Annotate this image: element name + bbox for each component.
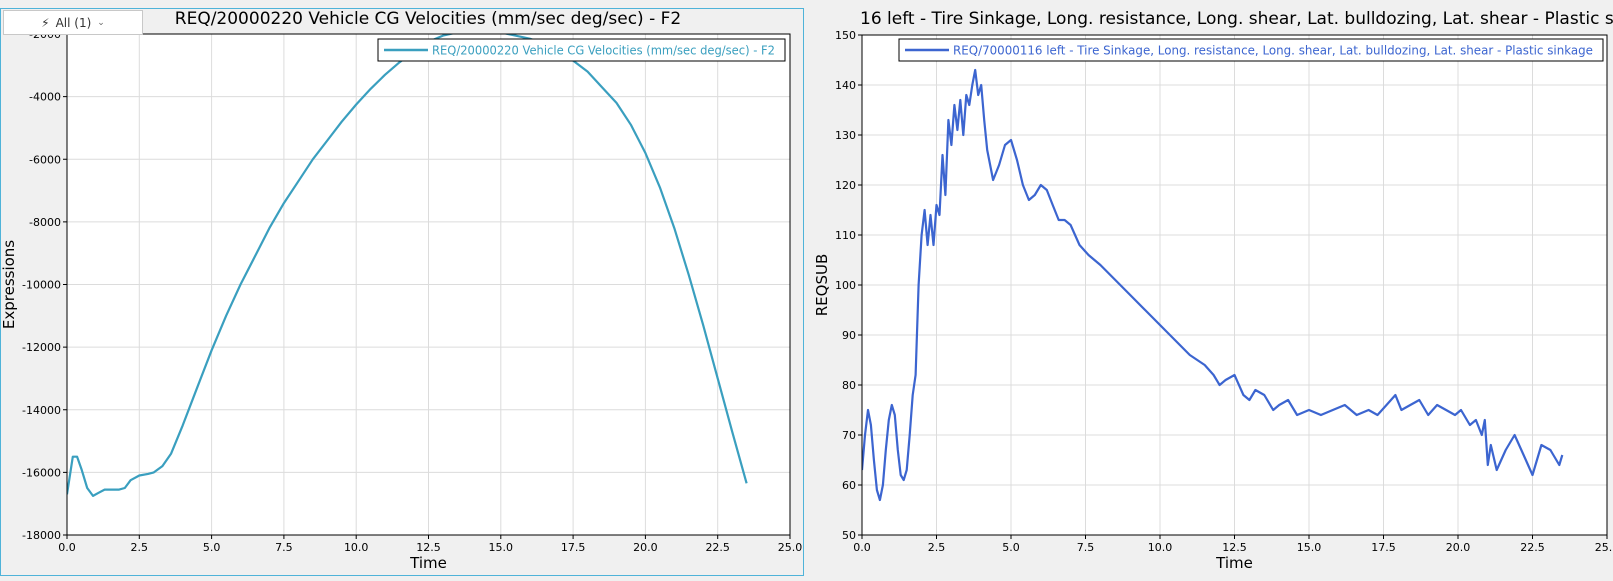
- y-tick-label: -18000: [22, 529, 61, 542]
- x-tick-label: 2.5: [928, 541, 946, 554]
- x-tick-label: 22.5: [1520, 541, 1545, 554]
- lightning-icon: ⚡: [41, 15, 50, 30]
- x-tick-label: 22.5: [705, 541, 730, 554]
- y-tick-label: 100: [835, 279, 856, 292]
- x-tick-label: 25.0: [1595, 541, 1613, 554]
- x-tick-label: 20.0: [633, 541, 658, 554]
- y-tick-label: 140: [835, 79, 856, 92]
- y-tick-label: -14000: [22, 404, 61, 417]
- x-tick-label: 12.5: [416, 541, 441, 554]
- chart-tire-sinkage: 0.0 2.5 5.0 7.5 10.0 12.5 15.0 17.5 20.0 22.5 25.0…: [813, 9, 1613, 572]
- y-tick-label: -6000: [29, 153, 61, 166]
- x-tick-label: 15.0: [1297, 541, 1322, 554]
- legend-label: REQ/20000220 Vehicle CG Velocities (mm/s…: [432, 44, 775, 58]
- y-tick-label: -16000: [22, 466, 61, 479]
- x-tick-label: 10.0: [1148, 541, 1173, 554]
- y-tick-label: 80: [842, 379, 856, 392]
- x-tick-label: 7.5: [1077, 541, 1095, 554]
- filter-label: All (1): [55, 15, 92, 30]
- right-chart-panel: 0.0 2.5 5.0 7.5 10.0 12.5 15.0 17.5 20.0 22.5 25.0…: [808, 0, 1613, 581]
- chevron-down-icon: ⌄: [97, 17, 105, 28]
- y-tick-label: -8000: [29, 216, 61, 229]
- chart-vehicle-cg-velocities: 0.0 2.5 5.0 7.5 10.0 12.5 15.0 17.5 20.0 22.5 25.0…: [0, 9, 803, 572]
- legend-box: [898, 38, 1604, 62]
- x-tick-label: 12.5: [1222, 541, 1247, 554]
- y-axis-label: Expressions: [0, 240, 18, 329]
- y-tick-label: 60: [842, 479, 856, 492]
- series-line: [862, 68, 1564, 502]
- x-tick-label: 5.0: [203, 541, 221, 554]
- x-axis-label: Time: [409, 554, 447, 572]
- x-tick-label: 25.0: [778, 541, 803, 554]
- y-tick-label: -4000: [29, 91, 61, 104]
- x-axis-label: Time: [1215, 554, 1253, 572]
- x-tick-label: 0.0: [58, 541, 76, 554]
- x-tick-label: 20.0: [1446, 541, 1471, 554]
- y-tick-label: 110: [835, 229, 856, 242]
- x-tick-label: 0.0: [853, 541, 871, 554]
- y-tick-label: -10000: [22, 279, 61, 292]
- plot-border: [66, 33, 791, 536]
- y-tick-label: 70: [842, 429, 856, 442]
- y-tick-label: 50: [842, 529, 856, 542]
- series-line: [67, 34, 748, 497]
- chart-title: REQ/20000220 Vehicle CG Velocities (mm/s…: [175, 9, 681, 29]
- plot-border: [861, 34, 1608, 536]
- y-tick-label: 120: [835, 179, 856, 192]
- x-tick-label: 17.5: [561, 541, 586, 554]
- x-tick-label: 10.0: [344, 541, 369, 554]
- x-tick-label: 5.0: [1002, 541, 1020, 554]
- chart-title: 16 left - Tire Sinkage, Long. resistance…: [860, 9, 1613, 29]
- x-tick-label: 17.5: [1371, 541, 1396, 554]
- legend-box: [377, 38, 786, 62]
- x-tick-label: 2.5: [131, 541, 149, 554]
- filter-dropdown[interactable]: ⚡ All (1) ⌄: [3, 10, 143, 35]
- x-tick-label: 7.5: [275, 541, 293, 554]
- y-tick-label: 150: [835, 29, 856, 42]
- y-axis-label: REQSUB: [813, 254, 831, 317]
- y-tick-label: -12000: [22, 341, 61, 354]
- y-tick-label: 90: [842, 329, 856, 342]
- left-chart-panel: 0.0 2.5 5.0 7.5 10.0 12.5 15.0 17.5 20.0 22.5 25.0…: [0, 0, 806, 581]
- legend-label: REQ/70000116 left - Tire Sinkage, Long. …: [953, 44, 1593, 58]
- y-tick-label: 130: [835, 129, 856, 142]
- x-tick-label: 15.0: [489, 541, 514, 554]
